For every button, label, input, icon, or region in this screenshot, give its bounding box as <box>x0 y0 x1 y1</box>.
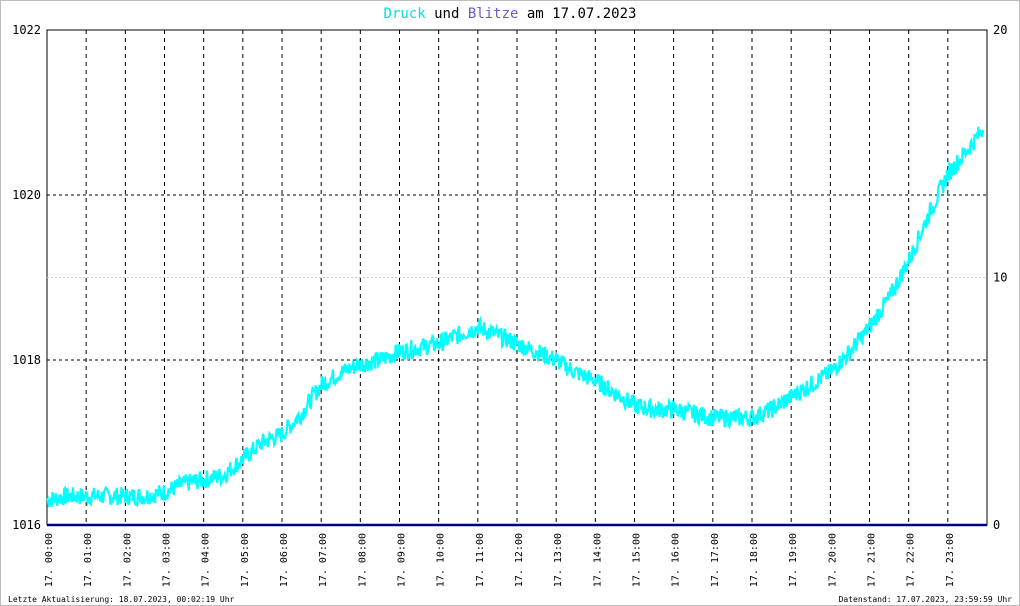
x-tick-label: 17. 18:00 <box>749 533 760 587</box>
x-tick-label: 17. 01:00 <box>83 533 94 587</box>
x-tick-label: 17. 23:00 <box>945 533 956 587</box>
footer-last-update: Letzte Aktualisierung: 18.07.2023, 00:02… <box>8 595 235 604</box>
x-tick-label: 17. 16:00 <box>671 533 682 587</box>
x-tick-label: 17. 12:00 <box>514 533 525 587</box>
chart-title: Druck und Blitze am 17.07.2023 <box>384 6 637 22</box>
x-tick-label: 17. 00:00 <box>44 533 55 587</box>
x-tick-label: 17. 06:00 <box>279 533 290 587</box>
x-tick-label: 17. 03:00 <box>162 533 173 587</box>
title-pressure: Druck <box>384 6 427 22</box>
x-tick-label: 17. 13:00 <box>553 533 564 587</box>
x-tick-label: 17. 21:00 <box>867 533 878 587</box>
x-tick-label: 17. 14:00 <box>592 533 603 587</box>
footer-data-status: Datenstand: 17.07.2023, 23:59:59 Uhr <box>838 595 1012 604</box>
x-tick-label: 17. 20:00 <box>827 533 838 587</box>
grid-layer <box>46 29 988 526</box>
x-tick-label: 17. 07:00 <box>318 533 329 587</box>
x-tick-label: 17. 08:00 <box>357 533 368 587</box>
title-and: und <box>426 6 468 22</box>
pressure-series-line <box>46 126 985 508</box>
y-right-tick-label: 0 <box>993 518 1000 532</box>
x-tick-label: 17. 15:00 <box>632 533 643 587</box>
series-layer <box>46 126 987 527</box>
x-tick-label: 17. 11:00 <box>475 533 486 587</box>
x-tick-label: 17. 22:00 <box>906 533 917 587</box>
x-tick-label: 17. 02:00 <box>122 533 133 587</box>
x-tick-label: 17. 19:00 <box>788 533 799 587</box>
y-left-tick-label: 1018 <box>12 353 41 367</box>
x-tick-label: 17. 05:00 <box>240 533 251 587</box>
title-lightning: Blitze <box>468 6 519 22</box>
y-right-tick-label: 20 <box>993 23 1007 37</box>
x-tick-label: 17. 10:00 <box>436 533 447 587</box>
y-left-tick-label: 1016 <box>12 518 41 532</box>
x-tick-label: 17. 17:00 <box>710 533 721 587</box>
x-tick-label: 17. 09:00 <box>397 533 408 587</box>
y-right-tick-label: 10 <box>993 271 1007 285</box>
x-tick-label: 17. 04:00 <box>201 533 212 587</box>
title-date: am 17.07.2023 <box>518 6 636 22</box>
y-left-tick-label: 1020 <box>12 188 41 202</box>
y-left-tick-label: 1022 <box>12 23 41 37</box>
